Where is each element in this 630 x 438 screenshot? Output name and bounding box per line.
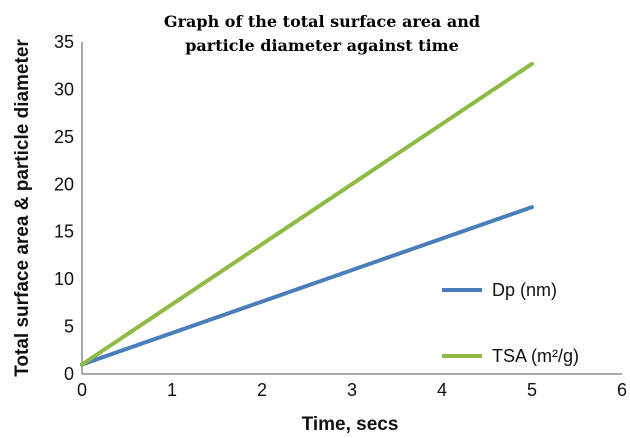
legend: Dp (nm) TSA (m²/g) — [442, 280, 579, 366]
x-axis-ticks: 0 1 2 3 4 5 6 — [77, 380, 627, 400]
series-line-dp — [80, 205, 534, 367]
chart-title-line-2: particle diameter against time — [185, 36, 459, 55]
y-tick-label: 15 — [54, 222, 74, 242]
x-tick-label: 5 — [527, 380, 537, 400]
y-tick-label: 20 — [54, 174, 74, 194]
x-tick-label: 1 — [167, 380, 177, 400]
x-tick-label: 3 — [347, 380, 357, 400]
x-tick-label: 2 — [257, 380, 267, 400]
x-tick-label: 6 — [617, 380, 627, 400]
y-tick-label: 30 — [54, 79, 74, 99]
legend-label-tsa: TSA (m²/g) — [492, 346, 579, 366]
y-tick-label: 25 — [54, 127, 74, 147]
y-axis-label: Total surface area & particle diameter — [12, 39, 33, 377]
series-line-tsa — [80, 61, 534, 367]
x-axis-label: Time, secs — [302, 414, 399, 435]
y-tick-label: 5 — [64, 317, 74, 337]
y-axis-ticks: 0 5 10 15 20 25 30 35 — [54, 32, 74, 384]
legend-label-dp: Dp (nm) — [492, 280, 557, 300]
x-tick-label: 0 — [77, 380, 87, 400]
y-tick-label: 10 — [54, 269, 74, 289]
x-tick-label: 4 — [437, 380, 447, 400]
y-tick-label: 35 — [54, 32, 74, 52]
y-tick-label: 0 — [64, 364, 74, 384]
chart-title-line-1: Graph of the total surface area and — [164, 12, 480, 31]
series-layer — [80, 61, 534, 367]
